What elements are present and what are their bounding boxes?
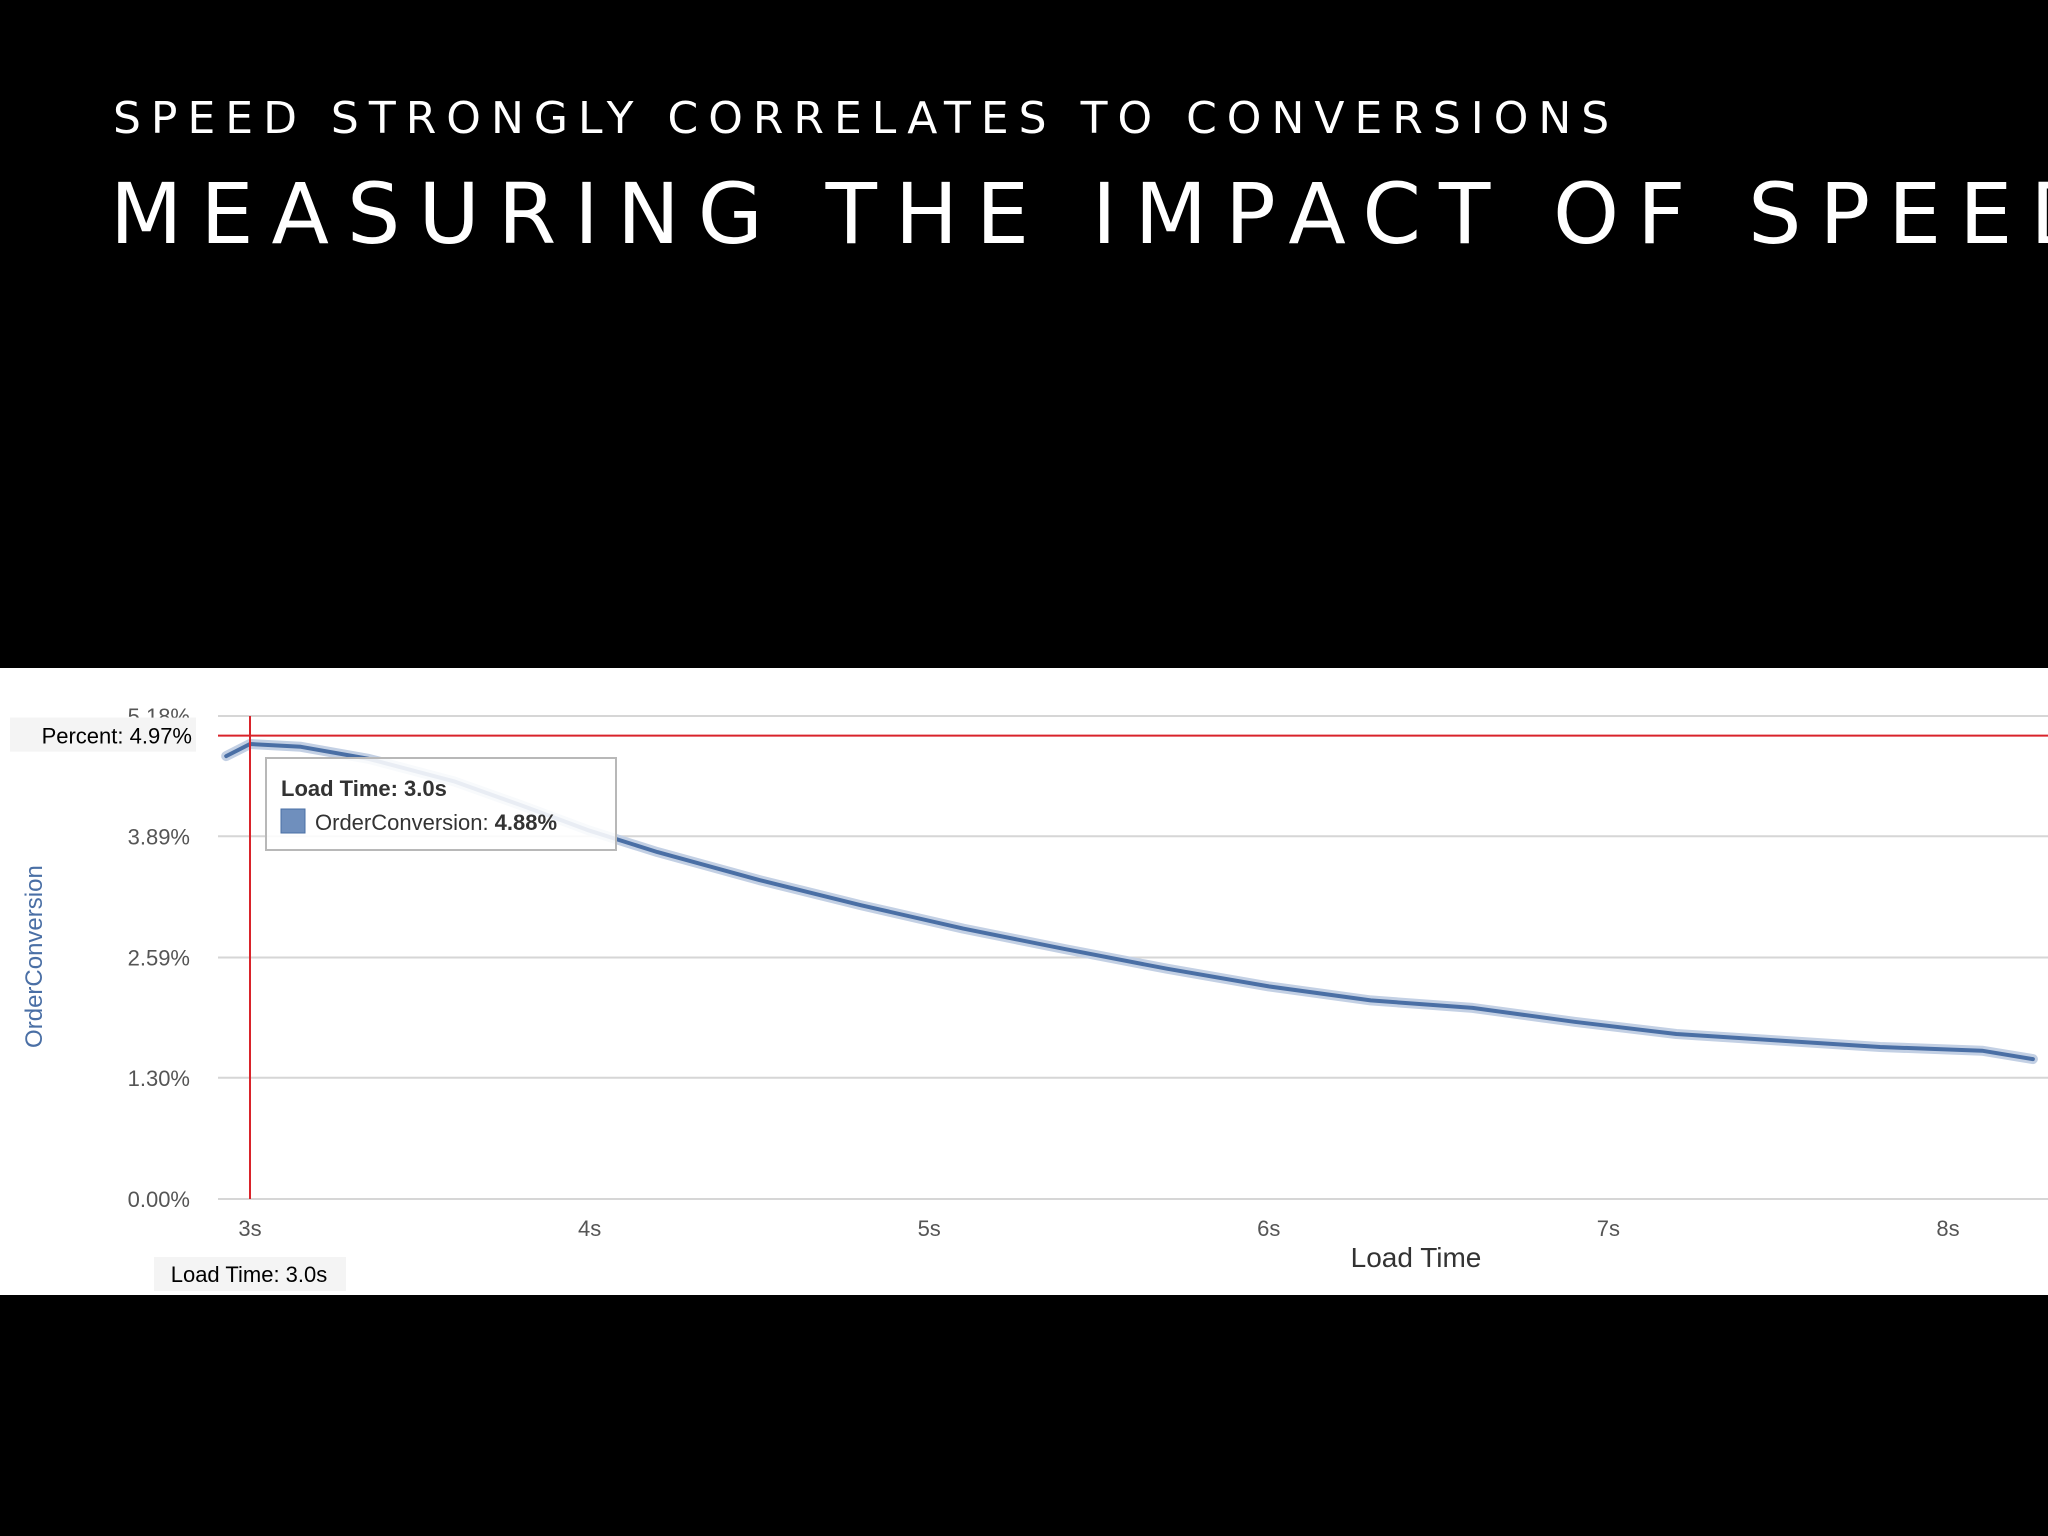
- x-tick-label-1: 4s: [578, 1216, 601, 1241]
- tooltip-series-line: OrderConversion: 4.88%: [315, 810, 557, 835]
- series-point-19: [1878, 1045, 1882, 1049]
- tooltip-series-name: OrderConversion:: [315, 810, 489, 835]
- x-tick-label-4: 7s: [1597, 1216, 1620, 1241]
- order-conversion-chart: 0.00%1.30%2.59%3.89%5.18% 3s 4s 5s 6s 7s 8s O…: [10, 704, 2048, 1291]
- series-point-13: [1267, 984, 1271, 988]
- series-point-16: [1572, 1020, 1576, 1024]
- y-tick-label-1: 1.30%: [128, 1066, 190, 1091]
- series-point-10: [961, 927, 965, 931]
- bottom-band: [0, 1295, 2048, 1536]
- series-point-7: [656, 850, 660, 854]
- series-point-8: [757, 878, 761, 882]
- series-point-11: [1063, 947, 1067, 951]
- x-tick-labels: 3s 4s 5s 6s 7s 8s: [238, 1216, 1959, 1241]
- crosshair-x-readout: Load Time: 3.0s: [154, 1257, 346, 1291]
- series-point-2: [299, 745, 303, 749]
- series-point-21: [2031, 1057, 2035, 1061]
- tooltip: Load Time: 3.0s OrderConversion: 4.88%: [265, 757, 617, 851]
- slide-title: MEASURING THE IMPACT OF SPEED: [110, 165, 2048, 263]
- series-point-17: [1674, 1032, 1678, 1036]
- series-point-18: [1776, 1038, 1780, 1042]
- x-tick-label-2: 5s: [918, 1216, 941, 1241]
- y-tick-label-3: 3.89%: [128, 824, 190, 849]
- y-tick-labels: 0.00%1.30%2.59%3.89%5.18%: [128, 704, 190, 1212]
- y-tick-label-2: 2.59%: [128, 946, 190, 971]
- series-point-14: [1369, 998, 1373, 1002]
- crosshair-y-readout-text: Percent: 4.97%: [42, 724, 192, 749]
- slide-subtitle: SPEED STRONGLY CORRELATES TO CONVERSIONS: [113, 93, 1620, 144]
- x-tick-label-3: 6s: [1257, 1216, 1280, 1241]
- crosshair-y-readout: Percent: 4.97%: [10, 717, 196, 752]
- tooltip-title: Load Time: 3.0s: [281, 776, 447, 801]
- tooltip-series-swatch: [280, 808, 306, 834]
- x-axis-label: Load Time: [1351, 1242, 1482, 1273]
- series-point-20: [1980, 1049, 1984, 1053]
- series-point-9: [859, 903, 863, 907]
- series-point-0: [224, 754, 228, 758]
- chart-panel: 0.00% 1.30% 2.59% 3.89% 5.18% 3s 4s 5s 6s 7s 8s O…: [0, 668, 2048, 1295]
- y-axis-label: OrderConversion: [21, 865, 48, 1048]
- tooltip-series-value: 4.88%: [495, 810, 557, 835]
- x-tick-label-5: 8s: [1936, 1216, 1959, 1241]
- series-point-12: [1165, 967, 1169, 971]
- x-tick-label-0: 3s: [238, 1216, 261, 1241]
- series-point-15: [1471, 1006, 1475, 1010]
- y-tick-label-0: 0.00%: [128, 1187, 190, 1212]
- crosshair-x-readout-text: Load Time: 3.0s: [171, 1262, 328, 1287]
